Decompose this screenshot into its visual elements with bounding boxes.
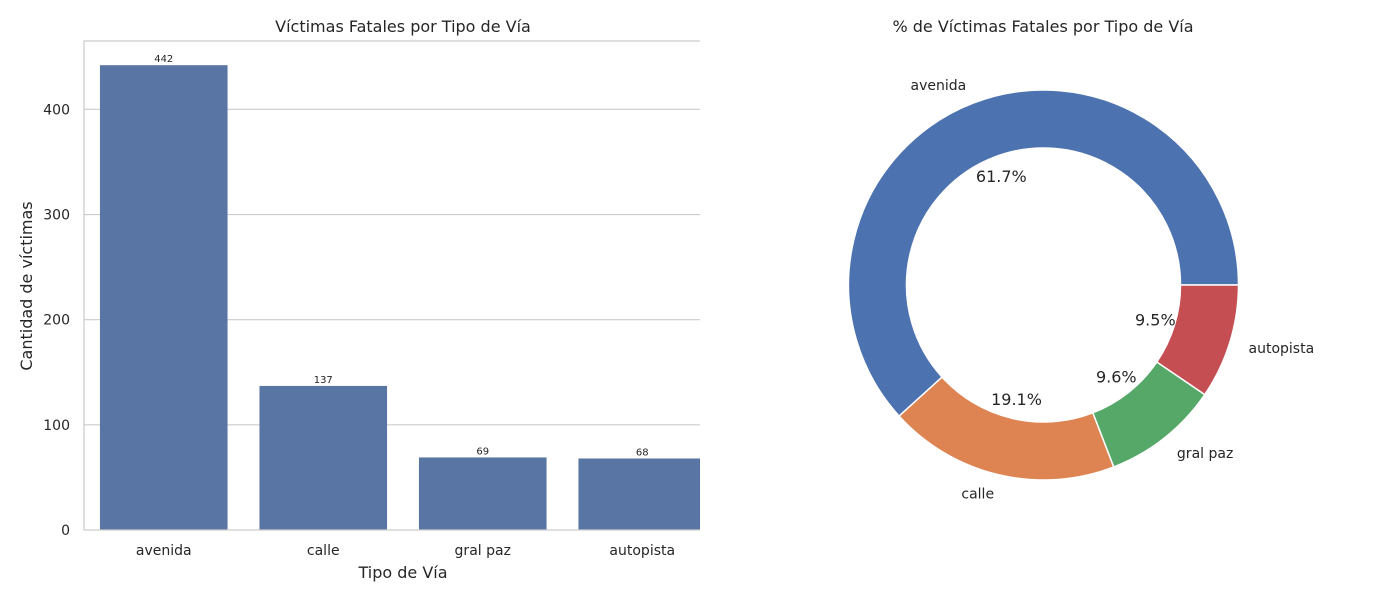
donut-percent-label: 61.7% bbox=[976, 167, 1027, 186]
bar-data-label: 442 bbox=[154, 54, 173, 65]
bar-x-tick-label: calle bbox=[307, 543, 340, 559]
bar-x-axis-label: Tipo de Vía bbox=[357, 563, 447, 582]
bar-calle bbox=[259, 385, 388, 530]
donut-percent-label: 9.6% bbox=[1096, 368, 1137, 387]
donut-chart-title: % de Víctimas Fatales por Tipo de Vía bbox=[892, 17, 1193, 36]
bar-plot-frame bbox=[83, 40, 700, 531]
bar-x-tick-label: gral paz bbox=[455, 543, 511, 559]
bar-y-tick-label: 0 bbox=[61, 523, 70, 539]
donut-slice-calle bbox=[898, 376, 1115, 481]
bar-y-tick-label: 300 bbox=[43, 208, 70, 224]
bar-gral-paz bbox=[418, 457, 547, 530]
donut-percent-label: 9.5% bbox=[1135, 310, 1176, 329]
bar-data-label: 68 bbox=[636, 447, 649, 458]
bar-x-tick-label: autopista bbox=[609, 543, 675, 559]
bar-autopista bbox=[578, 458, 700, 530]
donut-category-label: calle bbox=[961, 487, 994, 503]
donut-category-label: gral paz bbox=[1177, 446, 1233, 462]
bar-y-axis-label: Cantidad de víctimas bbox=[17, 201, 36, 370]
bar-data-label: 69 bbox=[476, 446, 489, 457]
donut-category-label: avenida bbox=[911, 78, 967, 94]
donut-category-label: autopista bbox=[1249, 341, 1315, 357]
donut-percent-label: 19.1% bbox=[991, 390, 1042, 409]
bar-x-tick-label: avenida bbox=[136, 543, 192, 559]
bar-y-tick-label: 400 bbox=[43, 102, 70, 118]
donut-slice-autopista bbox=[1155, 284, 1240, 396]
bar-y-tick-label: 200 bbox=[43, 313, 70, 329]
bar-chart: Víctimas Fatales por Tipo de Vía 442 137 6… bbox=[17, 17, 700, 582]
donut-slice-gral-paz bbox=[1091, 360, 1206, 468]
bar-avenida bbox=[99, 65, 228, 530]
bar-y-tick-label: 100 bbox=[43, 418, 70, 434]
donut-slice-avenida bbox=[847, 89, 1240, 418]
bar-data-label: 137 bbox=[314, 375, 333, 386]
bar-chart-title: Víctimas Fatales por Tipo de Vía bbox=[275, 17, 531, 36]
